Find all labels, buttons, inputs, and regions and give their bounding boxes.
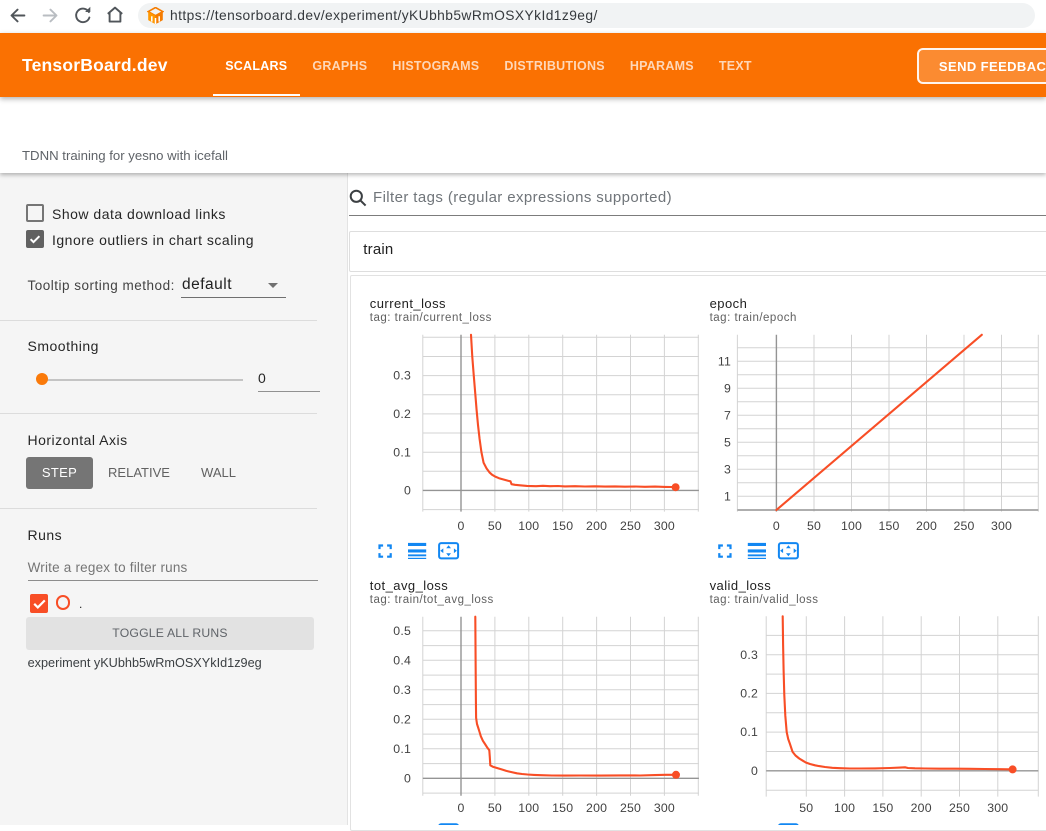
svg-text:100: 100	[841, 519, 862, 533]
svg-text:0.4: 0.4	[393, 653, 411, 667]
svg-text:50: 50	[807, 519, 821, 533]
svg-text:7: 7	[724, 408, 731, 422]
svg-text:1: 1	[724, 489, 731, 503]
svg-text:0: 0	[404, 484, 411, 498]
svg-text:11: 11	[718, 354, 731, 368]
svg-text:150: 150	[552, 801, 573, 815]
svg-text:3: 3	[724, 462, 731, 476]
svg-text:300: 300	[654, 801, 675, 815]
svg-text:250: 250	[949, 801, 970, 815]
svg-text:0: 0	[404, 771, 411, 785]
svg-text:9: 9	[724, 381, 731, 395]
svg-text:0.3: 0.3	[740, 648, 758, 662]
svg-text:100: 100	[518, 801, 539, 815]
svg-text:150: 150	[872, 801, 893, 815]
svg-text:0.1: 0.1	[393, 445, 411, 459]
svg-text:250: 250	[953, 519, 974, 533]
svg-text:0: 0	[457, 801, 464, 815]
svg-text:0: 0	[457, 519, 464, 533]
svg-text:300: 300	[987, 801, 1008, 815]
svg-text:300: 300	[991, 519, 1012, 533]
svg-text:0.2: 0.2	[740, 687, 758, 701]
svg-text:150: 150	[878, 519, 899, 533]
svg-text:100: 100	[518, 519, 539, 533]
svg-text:150: 150	[552, 519, 573, 533]
svg-text:0: 0	[773, 519, 780, 533]
svg-text:0.1: 0.1	[393, 742, 411, 756]
svg-text:0.3: 0.3	[393, 683, 411, 697]
svg-text:50: 50	[488, 801, 502, 815]
svg-text:200: 200	[586, 519, 607, 533]
svg-text:0.3: 0.3	[393, 369, 411, 383]
svg-text:0.2: 0.2	[393, 407, 411, 421]
svg-text:0: 0	[751, 764, 758, 778]
svg-text:250: 250	[620, 801, 641, 815]
svg-text:300: 300	[654, 519, 675, 533]
svg-text:5: 5	[724, 435, 731, 449]
svg-text:200: 200	[586, 801, 607, 815]
svg-text:50: 50	[488, 519, 502, 533]
svg-text:250: 250	[620, 519, 641, 533]
svg-text:200: 200	[916, 519, 937, 533]
svg-text:50: 50	[799, 801, 813, 815]
svg-text:0.5: 0.5	[393, 624, 411, 638]
svg-text:100: 100	[834, 801, 855, 815]
svg-text:0.1: 0.1	[740, 725, 758, 739]
svg-text:0.2: 0.2	[393, 712, 411, 726]
svg-text:200: 200	[911, 801, 932, 815]
